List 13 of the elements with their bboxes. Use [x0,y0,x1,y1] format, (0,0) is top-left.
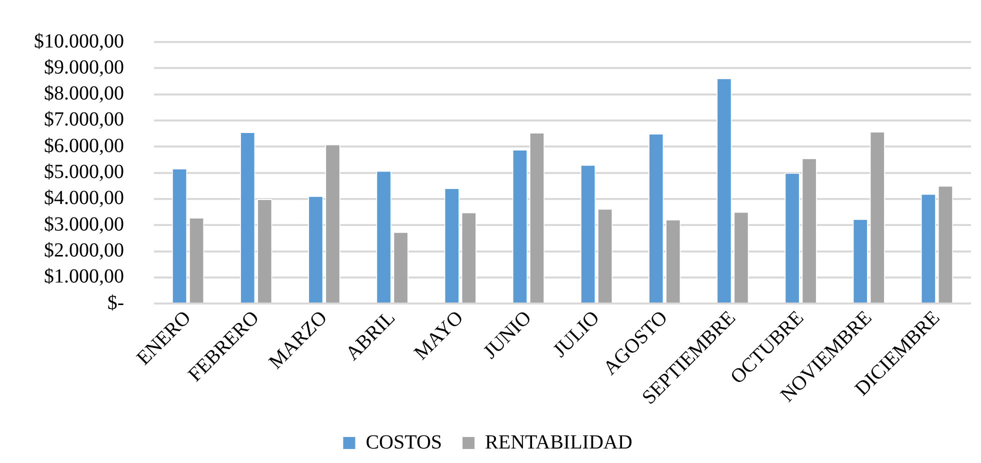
legend-label: RENTABILIDAD [485,431,632,454]
y-tick-label: $- [107,292,124,314]
y-tick-label: $7.000,00 [44,108,124,131]
y-tick-label: $2.000,00 [44,240,124,262]
y-tick-label: $3.000,00 [44,213,124,236]
y-tick-label: $8.000,00 [44,82,124,105]
y-tick-label: $10.000,00 [34,30,124,52]
y-tick-label: $6.000,00 [44,134,124,157]
y-tick-label: $1.000,00 [44,266,124,288]
y-tick-label: $5.000,00 [44,161,124,184]
y-tick-label: $9.000,00 [44,56,124,78]
legend-label: COSTOS [366,431,442,454]
y-tick-label: $4.000,00 [44,187,124,210]
